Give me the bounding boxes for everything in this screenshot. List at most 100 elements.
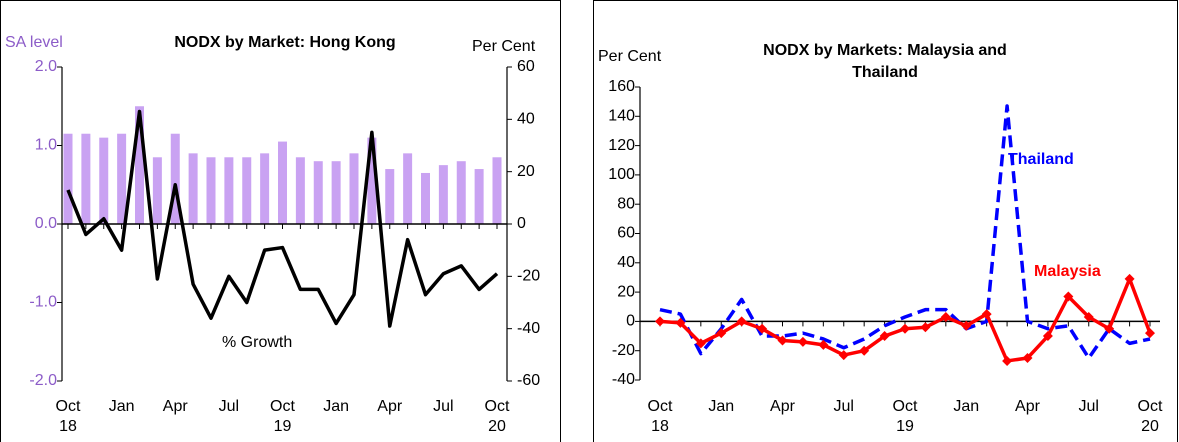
bar xyxy=(331,161,341,224)
y2-tick-label: 60 xyxy=(517,58,535,75)
y-tick-label: -20 xyxy=(612,342,635,359)
marker xyxy=(695,338,706,349)
y-tick-label: 140 xyxy=(608,108,635,125)
bar xyxy=(456,161,466,224)
series-label: Malaysia xyxy=(1034,263,1101,280)
y-tick-label: 1.0 xyxy=(35,137,57,154)
bar xyxy=(224,157,234,224)
y2-tick-label: -20 xyxy=(517,268,540,285)
line xyxy=(66,109,499,328)
marker xyxy=(655,316,665,327)
y2-tick-label: -60 xyxy=(517,372,540,389)
bar xyxy=(260,153,270,224)
y-axis-label: Per Cent xyxy=(598,48,662,65)
y-tick-label: 20 xyxy=(617,283,635,300)
y-tick-label: 40 xyxy=(617,254,635,271)
x-tick-label: Jul xyxy=(1079,398,1099,415)
y2-tick-label: 20 xyxy=(517,163,535,180)
bar xyxy=(313,161,323,224)
x-tick-label: Apr xyxy=(770,398,796,415)
marker xyxy=(1022,353,1033,364)
y-tick-label: 0 xyxy=(626,313,635,330)
line xyxy=(659,104,1151,360)
marker xyxy=(1063,291,1074,302)
y2-tick-label: 0 xyxy=(517,215,526,232)
x-tick-label: Apr xyxy=(1015,398,1041,415)
bar xyxy=(188,153,198,224)
y2-tick-label: 40 xyxy=(517,111,535,128)
marker xyxy=(757,323,768,334)
bar xyxy=(170,133,180,224)
x-tick-label: Jan xyxy=(323,398,349,415)
y-tick-label: -1.0 xyxy=(29,294,57,311)
marker xyxy=(940,312,951,323)
marker xyxy=(797,336,808,347)
marker xyxy=(1042,331,1053,342)
bar xyxy=(99,137,109,224)
x-tick-label: Oct 18 xyxy=(648,398,673,435)
y-axis-label: SA level xyxy=(5,34,63,51)
bar xyxy=(367,137,377,224)
bar xyxy=(421,172,430,224)
y-tick-label: 80 xyxy=(617,195,635,212)
bar xyxy=(135,106,144,224)
marker xyxy=(716,328,727,339)
marker xyxy=(900,323,910,334)
marker xyxy=(920,322,931,333)
marker xyxy=(879,331,890,342)
marker xyxy=(818,339,829,350)
x-tick-label: Apr xyxy=(377,398,403,415)
panel-border xyxy=(0,0,561,442)
bar xyxy=(152,157,162,224)
x-tick-label: Jul xyxy=(219,398,239,415)
marker xyxy=(736,316,747,327)
y-tick-label: -2.0 xyxy=(29,372,57,389)
marker xyxy=(777,335,788,346)
line xyxy=(659,277,1152,363)
bar xyxy=(295,157,305,224)
marker xyxy=(1083,312,1094,323)
chart-title: NODX by Market: Hong Kong xyxy=(174,34,395,51)
chart-title: NODX by Markets: Malaysia and Thailand xyxy=(763,42,1007,81)
x-tick-label: Jan xyxy=(708,398,734,415)
x-tick-label: Apr xyxy=(163,398,189,415)
panel-border xyxy=(593,0,1178,442)
y-tick-label: -40 xyxy=(612,371,635,388)
marker xyxy=(675,317,686,328)
bar xyxy=(385,169,395,224)
bar xyxy=(474,169,484,224)
marker xyxy=(1104,323,1115,334)
y2-tick-label: -40 xyxy=(517,320,540,337)
y-tick-label: 160 xyxy=(608,78,635,95)
x-tick-label: Oct 18 xyxy=(56,398,81,435)
bar xyxy=(278,141,287,224)
marker xyxy=(1145,328,1155,339)
y-tick-label: 60 xyxy=(617,225,635,242)
y-tick-label: 120 xyxy=(608,137,635,154)
x-tick-label: Oct 20 xyxy=(1138,398,1163,435)
bar xyxy=(403,153,413,224)
annotation: % Growth xyxy=(222,334,292,351)
bar xyxy=(349,153,359,224)
bar xyxy=(117,133,127,224)
bar xyxy=(492,157,502,224)
bar xyxy=(81,133,91,224)
marker xyxy=(1124,273,1135,284)
y-tick-label: 0.0 xyxy=(35,215,57,232)
marker xyxy=(961,320,972,331)
marker xyxy=(981,309,992,320)
y-tick-label: 2.0 xyxy=(35,58,57,75)
bar xyxy=(242,157,252,224)
bar xyxy=(63,133,73,224)
x-tick-label: Jan xyxy=(109,398,135,415)
x-tick-label: Oct 19 xyxy=(270,398,295,435)
marker xyxy=(859,345,870,356)
bar xyxy=(438,165,448,224)
x-tick-label: Oct 20 xyxy=(485,398,510,435)
bar xyxy=(206,157,216,224)
y-tick-label: 100 xyxy=(608,166,635,183)
x-tick-label: Jan xyxy=(953,398,979,415)
marker xyxy=(1002,355,1013,366)
